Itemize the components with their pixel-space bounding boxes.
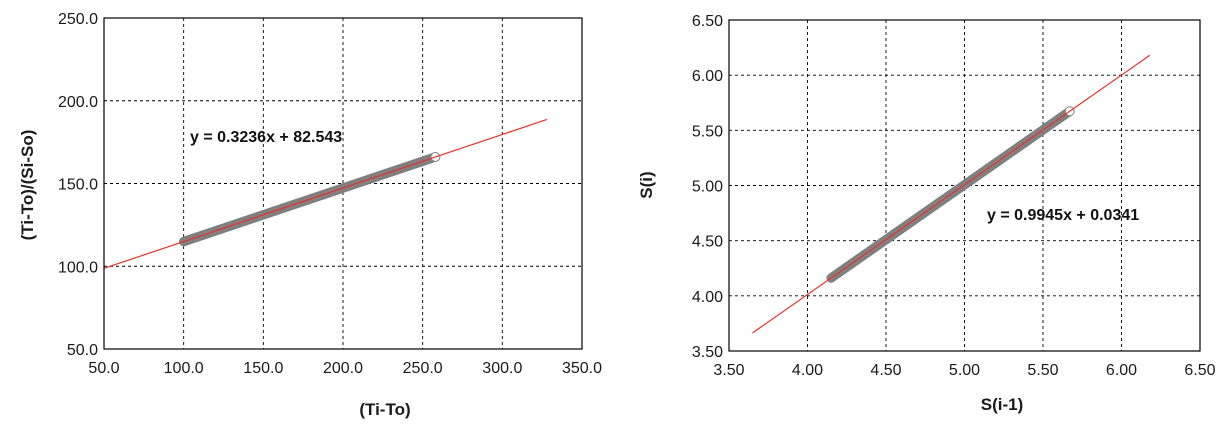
x-tick-label: 50.0 [88,360,119,377]
y-tick-label: 4.50 [692,234,723,251]
x-tick-label: 5.50 [1027,362,1058,379]
x-tick-label: 3.50 [713,362,744,379]
x-tick-label: 150.0 [243,360,283,377]
plot-frame [103,17,583,350]
y-tick-label: 6.00 [692,68,723,85]
y-tick-label: 6.50 [692,13,723,30]
x-tick-label: 4.50 [870,362,901,379]
plot-frame [728,19,1201,352]
y-tick-label: 5.00 [692,179,723,196]
trendline [103,118,548,269]
equation-label: y = 0.9945x + 0.0341 [987,207,1139,224]
y-tick-label: 250.0 [58,11,98,28]
x-tick-label: 200.0 [323,360,363,377]
equation-label: y = 0.3236x + 82.543 [190,129,342,146]
y-tick-label: 4.00 [692,289,723,306]
trendline-segment [752,54,1151,334]
x-tick-label: 350.0 [562,360,602,377]
y-tick-label: 3.50 [692,344,723,361]
y-tick-label: 100.0 [58,259,98,276]
x-tick-label: 250.0 [403,360,443,377]
x-tick-label: 6.50 [1184,362,1215,379]
x-axis-title: S(i-1) [981,395,1024,414]
trendline-segment [103,118,548,269]
tick-labels: 3.50 4.00 4.50 5.00 5.50 6.00 6.50 3.50 4.00 4.50… [692,13,1216,379]
x-axis-title: (Ti-To) [359,400,410,419]
x-tick-label: 4.00 [792,362,823,379]
x-tick-label: 100.0 [164,360,204,377]
y-tick-label: 200.0 [58,94,98,111]
chart-left: 50.0 100.0 150.0 200.0 250.0 300.0 350.0 50.0 10… [18,11,602,419]
y-axis-title: S(i) [637,171,656,198]
y-tick-label: 150.0 [58,177,98,194]
y-tick-label: 5.50 [692,123,723,140]
x-tick-label: 6.00 [1106,362,1137,379]
trendline [752,54,1151,334]
grid [104,18,582,349]
tick-labels: 50.0 100.0 150.0 200.0 250.0 300.0 350.0 50.0 10… [58,11,602,377]
x-tick-label: 300.0 [482,360,522,377]
x-tick-label: 5.00 [949,362,980,379]
y-tick-label: 50.0 [67,342,98,359]
y-axis-title: (Ti-To)/(Si-So) [18,130,37,241]
chart-right: 3.50 4.00 4.50 5.00 5.50 6.00 6.50 3.50 4.00 4.50… [637,13,1216,414]
